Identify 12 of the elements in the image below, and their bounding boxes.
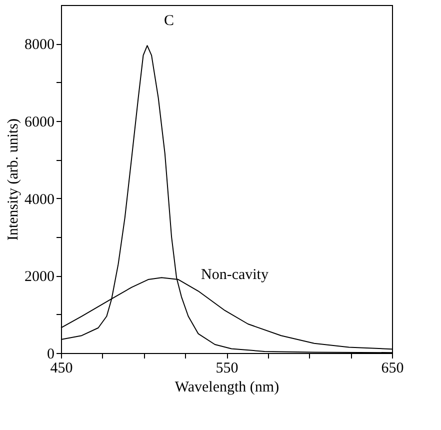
y-tick-label: 2000 <box>24 269 54 286</box>
annotation: Non-cavity <box>201 267 269 283</box>
x-axis-title: Wavelength (nm) <box>174 380 280 396</box>
y-tick-label: 6000 <box>24 114 54 130</box>
y-tick-label: 8000 <box>24 37 54 54</box>
y-tick-label: 0 <box>47 346 54 362</box>
annotation: C <box>164 13 174 29</box>
x-tick-label: 550 <box>216 360 238 376</box>
y-tick-label: 4000 <box>24 192 54 208</box>
x-tick-label: 650 <box>381 360 404 376</box>
x-tick-label: 450 <box>50 360 73 376</box>
y-axis-title: Intensity (arb. units) <box>6 118 22 241</box>
